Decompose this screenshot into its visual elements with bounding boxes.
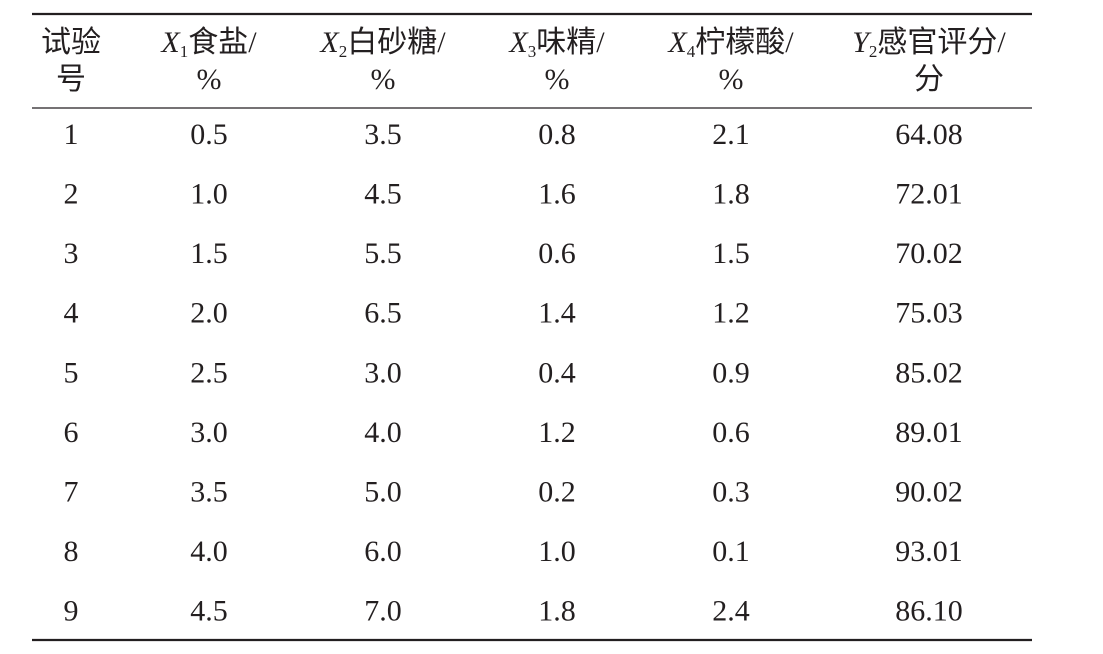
cell: 6.0 bbox=[364, 535, 402, 568]
cell: 0.8 bbox=[538, 118, 576, 151]
cell: 0.5 bbox=[190, 118, 228, 151]
header-unit: % bbox=[197, 63, 222, 96]
cell: 1.5 bbox=[190, 237, 228, 270]
cell: 5 bbox=[64, 356, 79, 389]
header-text: 试验 bbox=[41, 26, 101, 59]
cell: 64.08 bbox=[895, 118, 963, 151]
header-subscript: 2 bbox=[869, 42, 878, 61]
cell: 1.4 bbox=[538, 297, 576, 330]
header-symbol: X bbox=[160, 26, 181, 59]
header-unit: % bbox=[371, 63, 396, 96]
cell: 5.0 bbox=[364, 475, 402, 508]
header-label: 食盐/ bbox=[188, 26, 257, 59]
cell: 89.01 bbox=[895, 416, 963, 449]
header-text: X3味精/ bbox=[508, 26, 605, 61]
cell: 2.5 bbox=[190, 356, 228, 389]
cell: 86.10 bbox=[895, 595, 963, 628]
cell: 7 bbox=[64, 475, 79, 508]
cell: 2.1 bbox=[712, 118, 750, 151]
header-symbol: X bbox=[319, 26, 340, 59]
header-text: 号 bbox=[56, 63, 86, 96]
header-symbol: Y bbox=[852, 26, 872, 59]
header-unit: 分 bbox=[914, 63, 944, 96]
cell: 4.0 bbox=[364, 416, 402, 449]
cell: 3.5 bbox=[364, 118, 402, 151]
header-label: 白砂糖/ bbox=[347, 26, 446, 59]
cell: 72.01 bbox=[895, 177, 963, 210]
header-subscript: 1 bbox=[180, 42, 189, 61]
cell: 90.02 bbox=[895, 475, 963, 508]
cell: 1.2 bbox=[712, 297, 750, 330]
header-text: X2白砂糖/ bbox=[319, 26, 446, 61]
cell: 3.5 bbox=[190, 475, 228, 508]
cell: 75.03 bbox=[895, 297, 963, 330]
header-symbol: X bbox=[508, 26, 529, 59]
cell: 0.9 bbox=[712, 356, 750, 389]
cell: 1.0 bbox=[538, 535, 576, 568]
header-label: 感官评分/ bbox=[877, 26, 1006, 59]
cell: 70.02 bbox=[895, 237, 963, 270]
cell: 0.4 bbox=[538, 356, 576, 389]
cell: 1.6 bbox=[538, 177, 576, 210]
cell: 2 bbox=[64, 177, 79, 210]
cell: 7.0 bbox=[364, 595, 402, 628]
cell: 2.0 bbox=[190, 297, 228, 330]
cell: 0.6 bbox=[538, 237, 576, 270]
cell: 4.5 bbox=[190, 595, 228, 628]
header-subscript: 3 bbox=[528, 42, 537, 61]
cell: 2.4 bbox=[712, 595, 750, 628]
cell: 9 bbox=[64, 595, 79, 628]
cell: 0.1 bbox=[712, 535, 750, 568]
header-symbol: X bbox=[667, 26, 688, 59]
cell: 0.6 bbox=[712, 416, 750, 449]
cell: 4 bbox=[64, 297, 79, 330]
header-text: X1食盐/ bbox=[160, 26, 257, 61]
header-unit: % bbox=[719, 63, 744, 96]
cell: 3.0 bbox=[364, 356, 402, 389]
header-label: 味精/ bbox=[536, 26, 605, 59]
cell: 1.2 bbox=[538, 416, 576, 449]
cell: 8 bbox=[64, 535, 79, 568]
cell: 6 bbox=[64, 416, 79, 449]
cell: 4.5 bbox=[364, 177, 402, 210]
cell: 93.01 bbox=[895, 535, 963, 568]
header-label: 柠檬酸/ bbox=[695, 26, 794, 59]
header-unit: % bbox=[545, 63, 570, 96]
cell: 3 bbox=[64, 237, 79, 270]
header-subscript: 2 bbox=[339, 42, 348, 61]
cell: 1.8 bbox=[712, 177, 750, 210]
cell: 6.5 bbox=[364, 297, 402, 330]
cell: 85.02 bbox=[895, 356, 963, 389]
cell: 3.0 bbox=[190, 416, 228, 449]
header-text: Y2感官评分/ bbox=[852, 26, 1006, 61]
header-text: X4柠檬酸/ bbox=[667, 26, 794, 61]
cell: 1.5 bbox=[712, 237, 750, 270]
cell: 0.2 bbox=[538, 475, 576, 508]
cell: 1.0 bbox=[190, 177, 228, 210]
cell: 5.5 bbox=[364, 237, 402, 270]
cell: 1.8 bbox=[538, 595, 576, 628]
cell: 0.3 bbox=[712, 475, 750, 508]
cell: 1 bbox=[64, 118, 79, 151]
header-subscript: 4 bbox=[687, 42, 696, 61]
cell: 4.0 bbox=[190, 535, 228, 568]
